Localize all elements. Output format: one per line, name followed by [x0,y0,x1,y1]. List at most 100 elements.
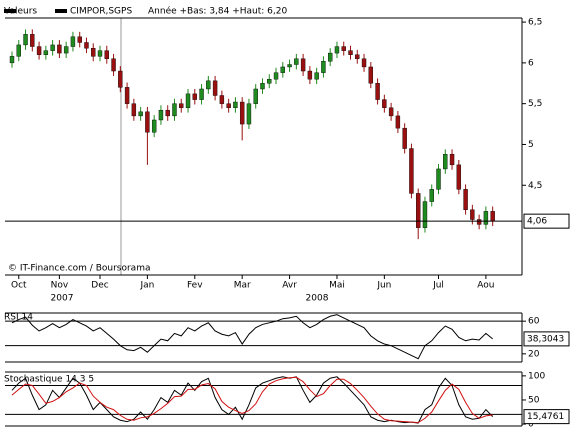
candle-body [151,119,157,133]
candle-body [111,58,116,72]
candle-body [226,103,231,108]
candle-body [233,101,238,108]
candle-body [246,103,252,125]
last-value-box [523,331,570,347]
candle-body [321,61,326,73]
candle-body [395,115,401,129]
candle-body [348,50,353,55]
candle-body [267,78,272,84]
x-tick-label: Aou [477,281,494,291]
candle-body [388,107,394,117]
last-value-box [523,213,570,229]
x-tick-label: Nov [51,281,69,291]
candle-body [118,70,123,88]
panel-title: RSI 14 [4,313,33,323]
x-tick-label: Mar [234,281,251,291]
candle-body [253,88,258,104]
x-tick-label: Jul [432,281,444,291]
candle-body [23,34,28,46]
candle-body [131,103,137,117]
candle-body [314,72,319,80]
candle-body [307,70,313,80]
candle-body [138,111,143,117]
candle-body [185,93,191,108]
y-tick-label: 0 [528,420,534,430]
x-tick-label: Avr [282,281,297,291]
copyright: © IT-Finance.com / Boursorama [8,264,150,274]
y-tick-label: 50 [528,395,540,405]
y-tick-label: 6 [528,58,534,68]
last-value-label: 15,4761 [527,412,564,422]
chart-title: CIMPOR,SGPS [70,7,132,17]
candle-body [165,109,170,117]
candle-body [382,99,387,108]
candle-body [50,44,55,51]
candle-body [300,58,306,72]
candle-body [36,46,42,55]
candle-body [294,58,299,65]
candle-body [179,103,184,108]
x-tick-label: Dec [91,281,108,291]
indicator-line [11,376,493,424]
x-tick-label: Mai [329,281,345,291]
y-tick-label: 5,5 [528,99,542,109]
candle-body [172,103,177,117]
candle-body [361,58,367,68]
series-swatch [55,9,67,13]
candle-body [91,47,96,57]
candle-body [273,72,279,80]
candle-body [30,34,35,47]
candle-body [145,111,150,133]
candle-body [375,83,380,100]
candle-body [43,50,49,55]
candle-body [368,66,374,84]
candle-body [192,93,197,100]
y-tick-label: 60 [528,317,540,327]
candle-body [16,44,21,57]
candle-body [334,46,340,54]
candle-body [327,52,333,62]
candle-body [409,148,414,194]
candle-body [97,50,103,57]
candle-body [463,189,468,210]
y-tick-label: 6,5 [528,18,542,28]
candle-body [355,54,360,59]
candle-body [158,109,164,121]
candle-body [483,211,489,225]
candle-body [470,209,475,220]
candle-body [70,36,76,47]
x-tick-label: Oct [11,281,27,291]
candle-body [287,64,292,68]
candle-body [449,154,455,166]
candle-body [436,168,441,190]
y-tick-label: 5 [528,140,534,150]
candle-body [260,83,265,90]
candle-body [124,87,130,104]
candle-body [280,66,285,73]
candle-body [476,219,482,225]
candle-body [341,46,346,51]
candle-body [63,46,69,54]
candle-body [57,44,62,54]
candle-body [456,164,462,190]
x-tick-label: Fev [187,281,203,291]
candle-body [429,189,434,202]
candle-body [402,127,407,149]
year-label: 2007 [51,294,74,304]
indicator-line [11,314,493,360]
candle-body [416,193,421,228]
y-tick-label: 100 [528,371,545,381]
candle-body [84,42,89,49]
candle-body [490,211,495,222]
candle-body [199,88,204,100]
year-label: 2008 [306,294,329,304]
candle-body [443,154,448,170]
candle-body [239,101,245,125]
chart-subtitle: Année +Bas: 3,84 +Haut: 6,20 [148,6,287,17]
legend-label: Valeurs [4,7,37,17]
candle-body [212,80,218,96]
last-value-label: 4,06 [527,217,547,227]
candle-body [77,36,82,43]
